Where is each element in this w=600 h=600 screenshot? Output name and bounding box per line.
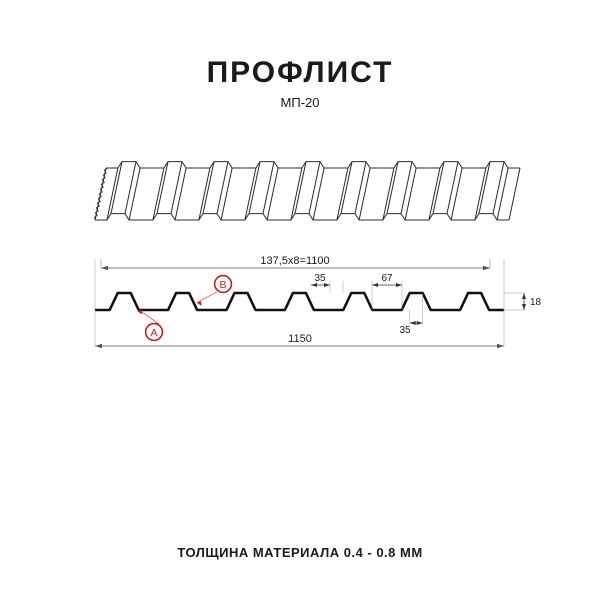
svg-text:B: B: [219, 279, 226, 291]
svg-text:A: A: [150, 327, 157, 339]
svg-text:35: 35: [399, 325, 411, 336]
svg-text:1150: 1150: [288, 333, 312, 345]
svg-text:67: 67: [381, 273, 393, 284]
svg-text:35: 35: [314, 273, 326, 284]
svg-text:137,5x8=1100: 137,5x8=1100: [260, 255, 329, 267]
svg-text:18: 18: [530, 297, 542, 308]
